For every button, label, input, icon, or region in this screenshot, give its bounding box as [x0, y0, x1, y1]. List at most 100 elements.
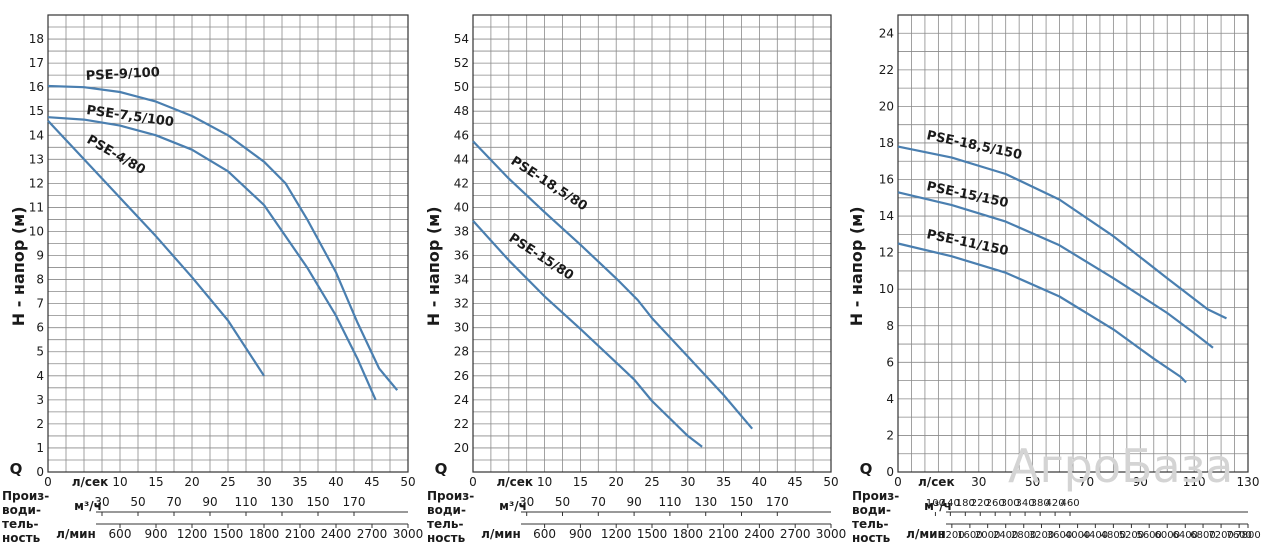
x-tick-label: 40 — [328, 475, 343, 489]
m3h-tick-label: 150 — [307, 495, 330, 509]
y-tick-label: 20 — [454, 441, 469, 455]
lmin-tick-label: 1200 — [177, 527, 208, 541]
x-tick-label: 35 — [292, 475, 307, 489]
y-axis-label: H - напор (м) — [424, 206, 443, 326]
m3h-tick-label: 170 — [766, 495, 789, 509]
x-tick-label: 35 — [716, 475, 731, 489]
y-tick-label: 18 — [879, 136, 894, 150]
series-label: PSE-18,5/150 — [925, 128, 1023, 163]
x-tick-label: 45 — [788, 475, 803, 489]
m3h-tick-label: 70 — [591, 495, 606, 509]
lmin-tick-label: 3000 — [393, 527, 424, 541]
productivity-label: Произ- — [427, 489, 474, 503]
lmin-tick-label: 4800 — [1101, 530, 1126, 541]
lmin-tick-label: 6000 — [1155, 530, 1180, 541]
lmin-tick-label: 2100 — [285, 527, 316, 541]
x-tick-label: 30 — [971, 475, 986, 489]
lmin-unit-label: л/мин — [481, 527, 521, 541]
y-tick-label: 10 — [879, 282, 894, 296]
lmin-tick-label: 1200 — [939, 530, 964, 541]
y-tick-label: 48 — [454, 104, 469, 118]
m3h-tick-label: 110 — [658, 495, 681, 509]
productivity-label: тель- — [2, 517, 38, 531]
y-tick-label: 16 — [879, 173, 894, 187]
lmin-tick-label: 2100 — [708, 527, 739, 541]
x-tick-label: 10 — [537, 475, 552, 489]
m3h-tick-label: 340 — [1016, 498, 1035, 509]
lmin-tick-label: 5200 — [1119, 530, 1144, 541]
m3h-tick-label: 110 — [235, 495, 258, 509]
y-tick-label: 34 — [454, 273, 469, 287]
m3h-tick-label: 220 — [971, 498, 990, 509]
y-tick-label: 4 — [886, 392, 894, 406]
y-tick-label: 22 — [879, 63, 894, 77]
m3h-tick-label: 90 — [626, 495, 641, 509]
q-axis-label: Q — [10, 460, 23, 478]
m3h-tick-label: 380 — [1031, 498, 1050, 509]
lmin-tick-label: 6800 — [1190, 530, 1215, 541]
lmin-tick-label: 3200 — [1029, 530, 1054, 541]
x-tick-label: 25 — [644, 475, 659, 489]
x-tick-label: л/сек — [72, 475, 109, 489]
m3h-tick-label: 50 — [555, 495, 570, 509]
q-axis-label: Q — [435, 460, 448, 478]
y-tick-label: 14 — [29, 128, 44, 142]
m3h-tick-label: 130 — [694, 495, 717, 509]
lmin-tick-label: 2700 — [780, 527, 811, 541]
lmin-tick-label: 2700 — [357, 527, 388, 541]
x-tick-label: 90 — [1133, 475, 1148, 489]
productivity-label: тель- — [852, 517, 888, 531]
y-tick-label: 18 — [29, 32, 44, 46]
m3h-tick-label: 150 — [730, 495, 753, 509]
lmin-tick-label: 2800 — [1011, 530, 1036, 541]
series-line-pse-15-80 — [472, 219, 703, 448]
x-tick-label: 30 — [680, 475, 695, 489]
x-tick-label: 20 — [184, 475, 199, 489]
m3h-tick-label: 90 — [202, 495, 217, 509]
y-tick-label: 46 — [454, 128, 469, 142]
lmin-unit-label: л/мин — [56, 527, 96, 541]
m3h-unit-label: м³/ч — [499, 499, 527, 513]
x-tick-label: 15 — [573, 475, 588, 489]
lmin-tick-label: 1500 — [637, 527, 668, 541]
m3h-tick-label: 100 — [926, 498, 945, 509]
y-tick-label: 17 — [29, 56, 44, 70]
series-label: PSE-7,5/100 — [85, 103, 174, 130]
lmin-tick-label: 7200 — [1208, 530, 1233, 541]
x-tick-label: 30 — [256, 475, 271, 489]
lmin-tick-label: 7600 — [1226, 530, 1251, 541]
y-tick-label: 6 — [886, 355, 894, 369]
y-tick-label: 20 — [879, 99, 894, 113]
x-tick-label: 50 — [823, 475, 838, 489]
m3h-tick-label: 460 — [1060, 498, 1079, 509]
lmin-tick-label: 7800 — [1235, 530, 1260, 541]
x-tick-label: 45 — [364, 475, 379, 489]
m3h-tick-label: 50 — [130, 495, 145, 509]
m3h-tick-label: 30 — [519, 495, 534, 509]
series-line-pse-7-5-100 — [47, 116, 377, 401]
m3h-unit-label: м³/ч — [924, 499, 952, 513]
lmin-tick-label: 2000 — [975, 530, 1000, 541]
lmin-tick-label: 900 — [569, 527, 592, 541]
x-tick-label: л/сек — [918, 475, 955, 489]
y-tick-label: 11 — [29, 200, 44, 214]
m3h-tick-label: 130 — [271, 495, 294, 509]
x-tick-label: 15 — [148, 475, 163, 489]
y-tick-label: 14 — [879, 209, 894, 223]
series-label: PSE-11/150 — [925, 227, 1009, 259]
y-tick-label: 1 — [36, 441, 44, 455]
y-tick-label: 52 — [454, 56, 469, 70]
lmin-tick-label: 2400 — [321, 527, 352, 541]
y-tick-label: 30 — [454, 321, 469, 335]
x-tick-label: 25 — [220, 475, 235, 489]
x-tick-label: л/сек — [497, 475, 534, 489]
m3h-tick-label: 420 — [1046, 498, 1065, 509]
watermark-text: АгроБаза — [1008, 439, 1233, 493]
series-label: PSE-15/150 — [925, 179, 1009, 211]
y-tick-label: 6 — [36, 321, 44, 335]
x-tick-label: 110 — [1183, 475, 1206, 489]
y-tick-label: 16 — [29, 80, 44, 94]
productivity-label: ность — [852, 531, 891, 545]
m3h-tick-label: 170 — [343, 495, 366, 509]
